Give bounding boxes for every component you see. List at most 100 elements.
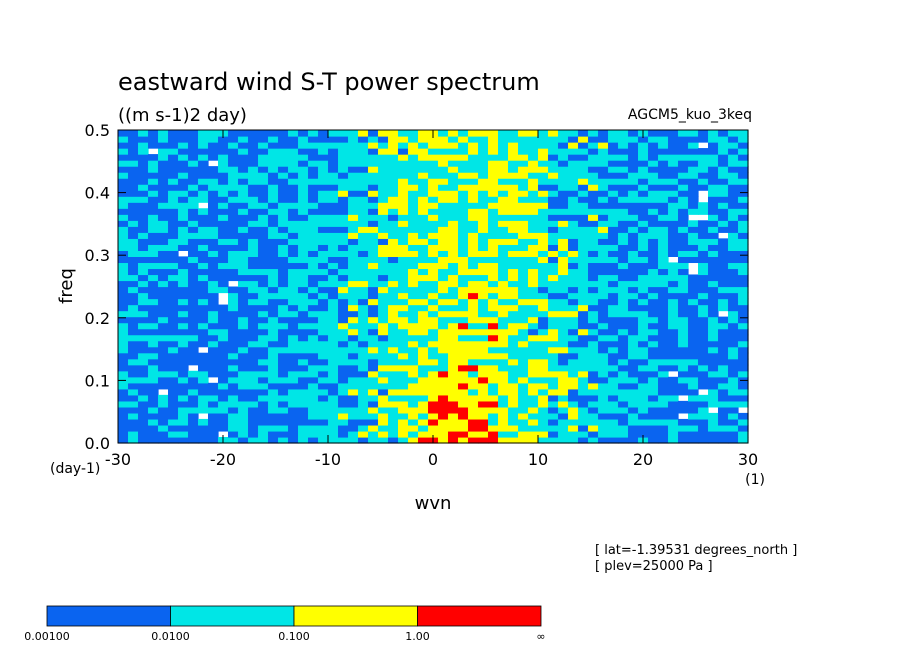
- heatmap-cell: [568, 274, 579, 282]
- heatmap-cell: [168, 310, 179, 318]
- heatmap-cell: [178, 202, 189, 209]
- heatmap-cell: [528, 328, 539, 336]
- heatmap-cell: [578, 208, 589, 215]
- heatmap-cell: [718, 238, 729, 245]
- heatmap-cell: [268, 352, 279, 360]
- heatmap-cell: [128, 352, 139, 360]
- heatmap-cell: [658, 142, 669, 149]
- heatmap-cell: [568, 382, 579, 390]
- heatmap-cell: [208, 238, 219, 245]
- heatmap-cell: [358, 424, 369, 432]
- heatmap-cell: [548, 196, 559, 203]
- heatmap-cell: [448, 268, 459, 276]
- heatmap-cell: [308, 352, 319, 360]
- heatmap-cell: [498, 220, 509, 227]
- heatmap-cell: [388, 178, 399, 185]
- heatmap-cell: [678, 262, 689, 270]
- heatmap-cell: [348, 328, 359, 336]
- heatmap-cell: [618, 388, 629, 396]
- heatmap-cell: [258, 208, 269, 215]
- heatmap-cell: [248, 292, 259, 300]
- heatmap-cell: [418, 256, 429, 264]
- heatmap-cell: [158, 190, 169, 197]
- heatmap-cell: [728, 238, 739, 245]
- heatmap-cell: [398, 136, 409, 143]
- heatmap-cell: [138, 334, 149, 342]
- heatmap-cell: [258, 238, 269, 245]
- heatmap-cell: [168, 424, 179, 432]
- heatmap-cell: [448, 346, 459, 354]
- heatmap-cell: [188, 268, 199, 276]
- heatmap-cell: [158, 148, 169, 155]
- heatmap-cell: [538, 310, 549, 318]
- heatmap-cell: [188, 262, 199, 270]
- heatmap-cell: [628, 130, 639, 137]
- heatmap-cell: [168, 406, 179, 414]
- heatmap-cell: [198, 340, 209, 348]
- heatmap-cell: [218, 280, 229, 288]
- heatmap-cell: [638, 178, 649, 185]
- heatmap-cell: [418, 430, 429, 438]
- heatmap-cell: [268, 196, 279, 203]
- heatmap-cell: [538, 346, 549, 354]
- heatmap-cell: [188, 304, 199, 312]
- heatmap-cell: [638, 250, 649, 257]
- heatmap-cell: [208, 280, 219, 288]
- heatmap-cell: [308, 166, 319, 173]
- heatmap-cell: [268, 190, 279, 197]
- heatmap-cell: [318, 346, 329, 354]
- heatmap-cell: [548, 190, 559, 197]
- heatmap-cell: [218, 166, 229, 173]
- heatmap-cell: [178, 160, 189, 167]
- heatmap-cell: [338, 250, 349, 257]
- heatmap-cell: [628, 334, 639, 342]
- heatmap-cell: [498, 202, 509, 209]
- heatmap-cell: [618, 178, 629, 185]
- heatmap-cell: [618, 250, 629, 257]
- heatmap-cell: [318, 358, 329, 366]
- heatmap-cell: [698, 400, 709, 408]
- heatmap-cell: [248, 250, 259, 257]
- heatmap-cell: [288, 148, 299, 155]
- heatmap-cell: [288, 268, 299, 276]
- heatmap-cell: [148, 184, 159, 191]
- heatmap-cell: [188, 430, 199, 438]
- heatmap-cell: [148, 172, 159, 179]
- heatmap-cell: [238, 346, 249, 354]
- heatmap-cell: [408, 316, 419, 324]
- heatmap-cell: [438, 352, 449, 360]
- heatmap-cell: [298, 292, 309, 300]
- heatmap-cell: [708, 202, 719, 209]
- heatmap-cell: [668, 436, 679, 444]
- heatmap-cell: [718, 298, 729, 306]
- heatmap-cell: [298, 202, 309, 209]
- heatmap-cell: [488, 160, 499, 167]
- heatmap-cell: [338, 370, 349, 378]
- heatmap-cell: [288, 406, 299, 414]
- heatmap-cell: [468, 424, 479, 432]
- heatmap-cell: [238, 424, 249, 432]
- heatmap-cell: [188, 346, 199, 354]
- heatmap-cell: [278, 148, 289, 155]
- heatmap-cell: [158, 382, 169, 390]
- heatmap-cell: [418, 352, 429, 360]
- heatmap-cell: [638, 292, 649, 300]
- heatmap-cell: [388, 154, 399, 161]
- heatmap-cell: [298, 142, 309, 149]
- heatmap-cell: [398, 310, 409, 318]
- heatmap-cell: [658, 166, 669, 173]
- heatmap-cell: [198, 154, 209, 161]
- y-tick-label: 0.2: [85, 309, 110, 328]
- heatmap-cell: [228, 430, 239, 438]
- heatmap-cell: [678, 328, 689, 336]
- heatmap-cell: [148, 196, 159, 203]
- heatmap-cell: [448, 220, 459, 227]
- heatmap-cell: [728, 436, 739, 444]
- heatmap-cell: [608, 226, 619, 233]
- heatmap-cell: [578, 352, 589, 360]
- heatmap-cell: [418, 370, 429, 378]
- heatmap-cell: [398, 316, 409, 324]
- heatmap-cell: [128, 298, 139, 306]
- heatmap-cell: [668, 178, 679, 185]
- heatmap-cell: [328, 268, 339, 276]
